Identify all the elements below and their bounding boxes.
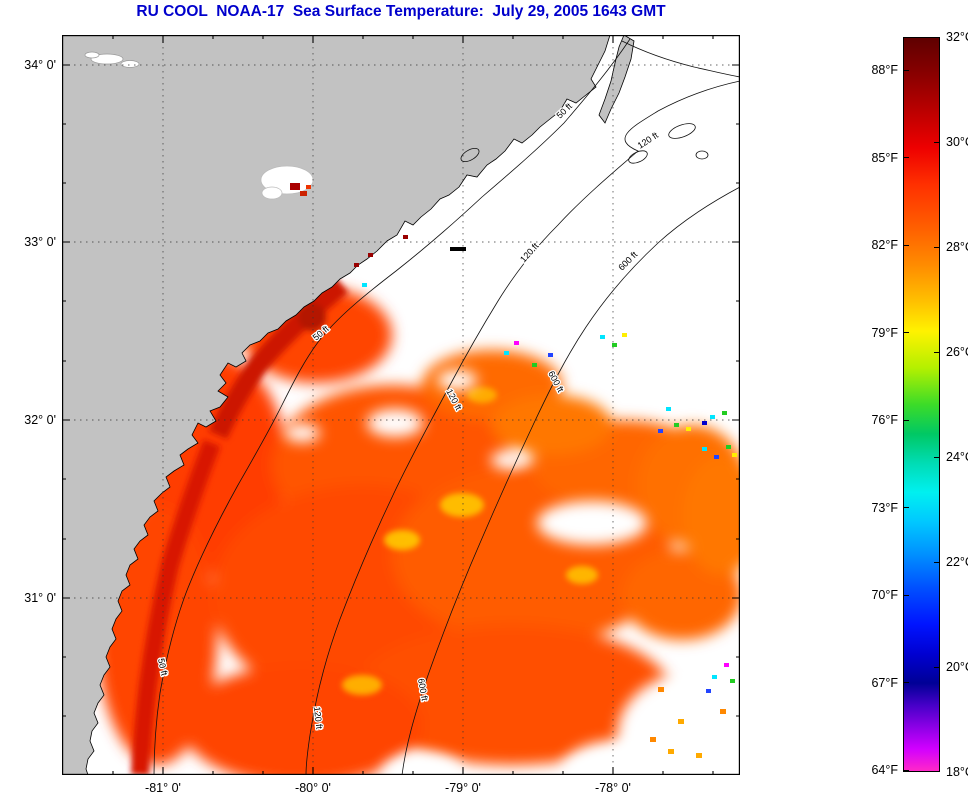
colorbar-tick [904,682,909,683]
colorbar-tick [934,352,939,353]
x-axis-label: -80° 0' [295,781,331,795]
colorbar-label-fahrenheit: 67°F [871,676,898,690]
sst-coastal-warm-band [131,277,598,776]
grid-lines [62,35,740,775]
map-frame-border [62,35,740,775]
x-axis-label: -79° 0' [445,781,481,795]
colorbar-tick [934,457,939,458]
colorbar-tick [934,142,939,143]
colorbar-label-celsius: 28°C [946,240,968,254]
colorbar-label-celsius: 32°C [946,30,968,44]
colorbar-tick [904,157,909,158]
contour-label: 120 ft [312,706,324,730]
tick-marks [62,35,740,775]
map-plot-area: 50 ft 50 ft 50 ft 120 ft 120 ft 120 ft 1… [61,34,812,800]
colorbar-tick [904,770,909,771]
colorbar-label-celsius: 24°C [946,450,968,464]
colorbar-tick [904,70,909,71]
colorbar-label-celsius: 26°C [946,345,968,359]
page-title: RU COOL NOAA-17 Sea Surface Temperature:… [136,3,666,20]
colorbar-tick [934,667,939,668]
y-axis-label: 31° 0' [24,591,56,605]
y-axis-label: 34° 0' [24,58,56,72]
colorbar [903,37,940,772]
colorbar-label-fahrenheit: 85°F [871,151,898,165]
colorbar-label-fahrenheit: 82°F [871,238,898,252]
colorbar-label-fahrenheit: 88°F [871,63,898,77]
y-axis-label: 33° 0' [24,235,56,249]
colorbar-label-celsius: 30°C [946,135,968,149]
coastal-sst-pixels [354,235,408,267]
sst-map: 50 ft 50 ft 50 ft 120 ft 120 ft 120 ft 1… [61,34,812,800]
colorbar-label-celsius: 18°C [946,765,968,779]
depth-contours [153,38,741,776]
colorbar-tick [904,420,909,421]
colorbar-tick [904,245,909,246]
colorbar-tick [904,595,909,596]
colorbar-tick [904,332,909,333]
colorbar-label-celsius: 20°C [946,660,968,674]
colorbar-gradient [904,38,939,771]
data-artifact-mark [450,247,466,251]
colorbar-label-fahrenheit: 73°F [871,501,898,515]
land-polygon [61,34,611,776]
colorbar-label-fahrenheit: 76°F [871,413,898,427]
x-axis-label: -78° 0' [595,781,631,795]
cloud-over-land [84,51,314,200]
colorbar-label-fahrenheit: 70°F [871,588,898,602]
colorbar-label-fahrenheit: 79°F [871,326,898,340]
y-axis-label: 32° 0' [24,413,56,427]
cape-peninsula [598,34,635,124]
sst-speckles [362,283,737,758]
colorbar-label-celsius: 22°C [946,555,968,569]
colorbar-label-fahrenheit: 64°F [871,763,898,777]
colorbar-tick [904,507,909,508]
x-axis-label: -81° 0' [145,781,181,795]
colorbar-tick [934,562,939,563]
colorbar-tick [934,247,939,248]
